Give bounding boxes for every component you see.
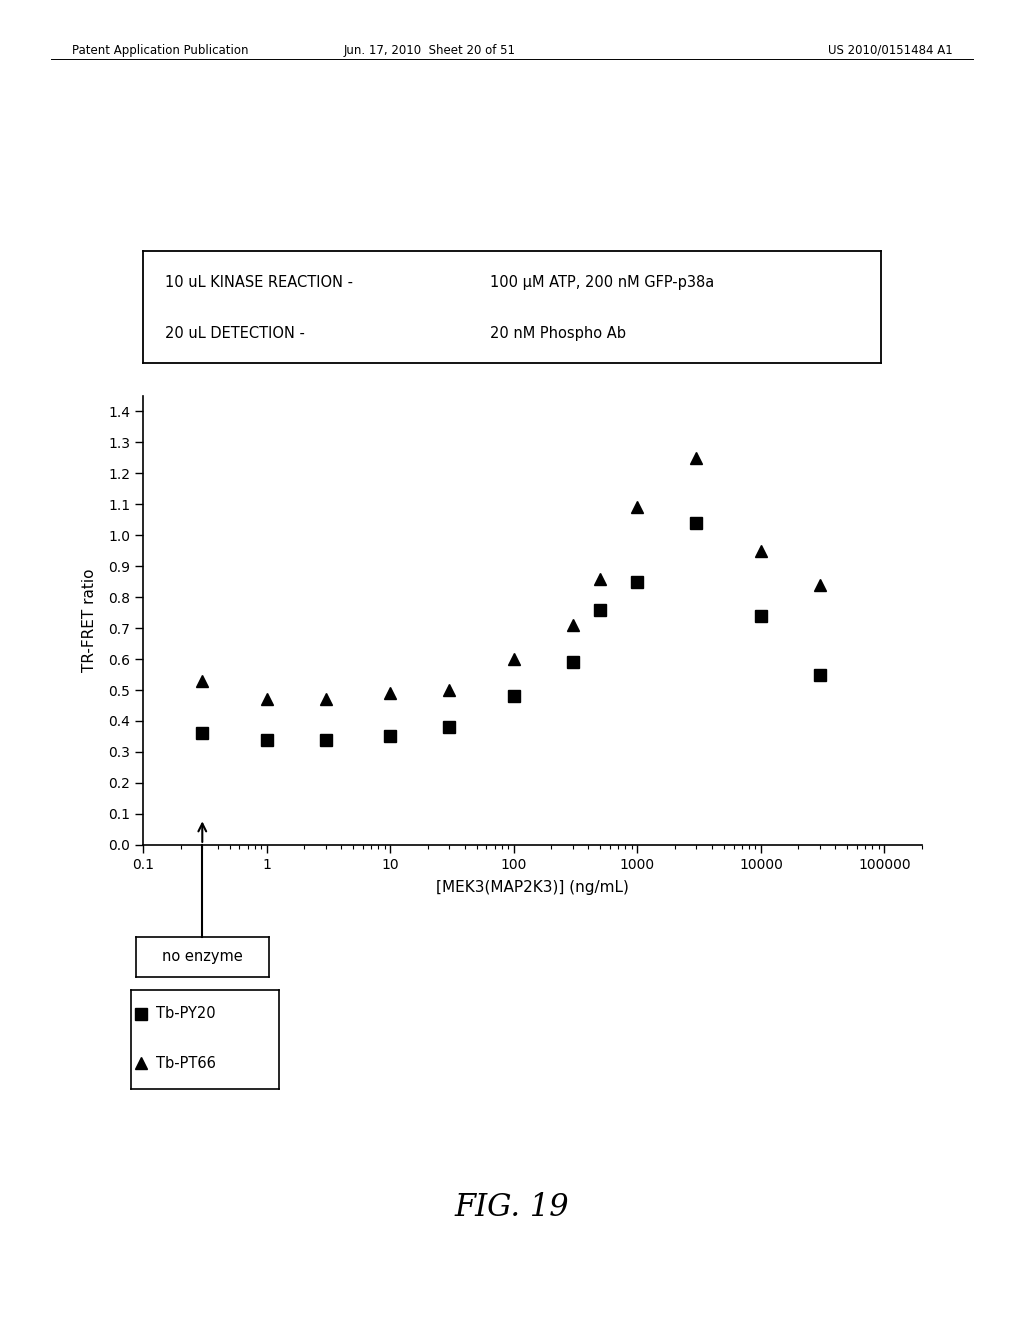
Tb-PY20 (261, 731, 273, 747)
Text: 20 nM Phospho Ab: 20 nM Phospho Ab (489, 326, 626, 341)
Tb-PT66 (566, 618, 579, 634)
Tb-PT66 (690, 450, 702, 466)
Tb-PT66 (631, 499, 643, 515)
Text: 20 uL DETECTION -: 20 uL DETECTION - (166, 326, 305, 341)
Y-axis label: TR-FRET ratio: TR-FRET ratio (82, 569, 97, 672)
Tb-PY20 (197, 726, 209, 742)
Tb-PY20 (594, 602, 606, 618)
Text: FIG. 19: FIG. 19 (455, 1192, 569, 1224)
Text: 10 uL KINASE REACTION -: 10 uL KINASE REACTION - (166, 276, 353, 290)
Tb-PY20 (319, 731, 332, 747)
Tb-PY20 (384, 729, 396, 744)
Line: Tb-PY20: Tb-PY20 (197, 517, 825, 744)
Tb-PT66 (814, 577, 826, 593)
Tb-PT66 (594, 570, 606, 586)
Text: US 2010/0151484 A1: US 2010/0151484 A1 (827, 44, 952, 57)
Tb-PT66 (197, 673, 209, 689)
Text: Jun. 17, 2010  Sheet 20 of 51: Jun. 17, 2010 Sheet 20 of 51 (344, 44, 516, 57)
Tb-PT66 (508, 651, 520, 667)
Text: Tb-PY20: Tb-PY20 (156, 1006, 215, 1022)
Line: Tb-PT66: Tb-PT66 (196, 451, 826, 706)
Tb-PY20 (566, 655, 579, 671)
Tb-PT66 (319, 692, 332, 708)
Text: Tb-PT66: Tb-PT66 (156, 1056, 216, 1071)
Tb-PY20 (508, 688, 520, 704)
Tb-PY20 (690, 515, 702, 531)
X-axis label: [MEK3(MAP2K3)] (ng/mL): [MEK3(MAP2K3)] (ng/mL) (436, 880, 629, 895)
Text: 100 μM ATP, 200 nM GFP-p38a: 100 μM ATP, 200 nM GFP-p38a (489, 276, 714, 290)
Tb-PT66 (755, 543, 767, 558)
Tb-PT66 (384, 685, 396, 701)
Tb-PT66 (261, 692, 273, 708)
Tb-PT66 (443, 682, 456, 698)
Tb-PY20 (755, 607, 767, 623)
Tb-PY20 (443, 719, 456, 735)
Text: no enzyme: no enzyme (162, 949, 243, 965)
Text: Patent Application Publication: Patent Application Publication (72, 44, 248, 57)
Tb-PY20 (631, 574, 643, 590)
Tb-PY20 (814, 667, 826, 682)
